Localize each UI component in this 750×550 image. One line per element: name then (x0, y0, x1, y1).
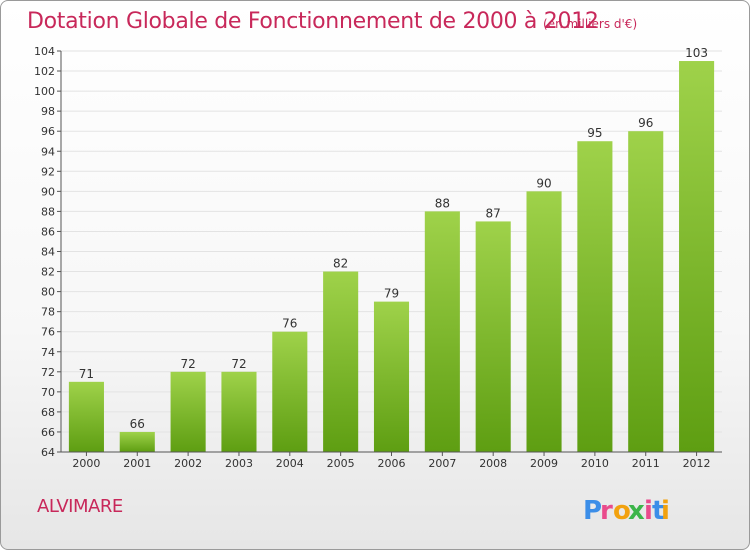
y-tick-label: 94 (41, 145, 55, 158)
commune-name: ALVIMARE (37, 496, 123, 517)
data-label: 95 (587, 126, 602, 140)
bar-2009 (526, 191, 562, 452)
data-label: 82 (333, 257, 348, 271)
y-tick-label: 68 (41, 406, 55, 419)
x-tick-label: 2005 (327, 457, 355, 470)
data-label: 66 (130, 417, 145, 431)
data-label: 76 (282, 317, 297, 331)
x-tick-label: 2010 (581, 457, 609, 470)
y-tick-label: 98 (41, 105, 55, 118)
chart-title: Dotation Globale de Fonctionnement de 20… (27, 9, 599, 34)
y-tick-label: 74 (41, 346, 55, 359)
logo-letter: r (600, 496, 613, 526)
y-tick-label: 70 (41, 386, 55, 399)
x-tick-label: 2006 (378, 457, 406, 470)
bar-2005 (323, 271, 359, 452)
y-tick-label: 76 (41, 326, 55, 339)
x-tick-label: 2004 (276, 457, 304, 470)
data-label: 72 (180, 357, 195, 371)
y-tick-label: 80 (41, 286, 55, 299)
x-tick-label: 2007 (428, 457, 456, 470)
bar-2003 (221, 371, 257, 452)
chart-unit: (en milliers d'€) (543, 17, 638, 31)
x-tick-label: 2008 (479, 457, 507, 470)
bar-2008 (475, 221, 511, 452)
logo-letter: x (628, 496, 645, 526)
bar-2010 (577, 141, 613, 452)
data-label: 88 (435, 196, 450, 210)
y-tick-label: 72 (41, 366, 55, 379)
data-label: 96 (638, 116, 653, 130)
y-tick-label: 64 (41, 446, 55, 459)
axes (57, 50, 722, 456)
x-tick-label: 2011 (632, 457, 660, 470)
bar-2012 (679, 61, 715, 453)
data-label: 87 (486, 206, 501, 220)
bar-2002 (170, 371, 206, 452)
y-tick-label: 86 (41, 225, 55, 238)
data-label: 71 (79, 367, 94, 381)
bar-2006 (373, 301, 410, 452)
y-tick-label: 84 (41, 246, 55, 259)
bar-2001 (119, 431, 155, 452)
y-tick-label: 66 (41, 426, 55, 439)
y-tick-label: 96 (41, 125, 55, 138)
y-tick-label: 102 (34, 65, 55, 78)
bar-2007 (424, 211, 460, 452)
x-tick-label: 2002 (174, 457, 202, 470)
x-tick-label: 2000 (72, 457, 100, 470)
x-tick-label: 2009 (530, 457, 558, 470)
logo-letter: i (661, 496, 670, 526)
y-tick-label: 92 (41, 165, 55, 178)
logo-letter: t (652, 496, 664, 526)
y-tick-label: 90 (41, 185, 55, 198)
x-tick-label: 2012 (683, 457, 711, 470)
labels: 64 66 68 70 72 74 76 78 80 82 84 86 88 90 92 94 96 98 100 1… (34, 45, 711, 470)
data-label: 79 (384, 287, 399, 301)
y-tick-label: 82 (41, 266, 55, 279)
bar-2004 (272, 331, 308, 452)
data-label: 72 (231, 357, 246, 371)
logo-letter: P (583, 496, 602, 526)
y-tick-label: 104 (34, 45, 55, 58)
bar-2000 (68, 381, 104, 452)
proxiti-logo: Pr ox i ti (583, 496, 670, 526)
data-label: 90 (536, 176, 551, 190)
data-label: 103 (685, 46, 708, 60)
y-tick-label: 100 (34, 85, 55, 98)
y-tick-label: 88 (41, 205, 55, 218)
logo-letter: o (613, 496, 631, 526)
x-tick-label: 2001 (123, 457, 151, 470)
bar-2011 (628, 131, 664, 452)
x-tick-label: 2003 (225, 457, 253, 470)
bars (68, 61, 715, 453)
logo-letter: i (644, 496, 653, 526)
y-tick-label: 78 (41, 306, 55, 319)
